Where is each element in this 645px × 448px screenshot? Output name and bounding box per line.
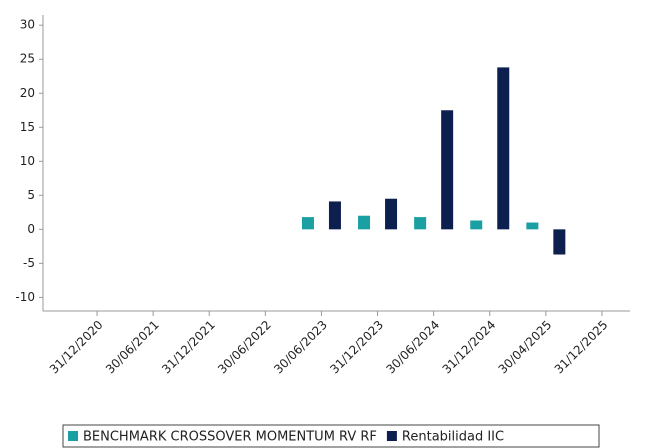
legend-frame	[62, 424, 600, 448]
bar	[526, 222, 539, 230]
x-tick-label: 30/06/2023	[271, 318, 330, 377]
x-tick-label: 31/12/2023	[327, 318, 386, 377]
y-tick-label: -5	[23, 256, 35, 270]
x-tick-label: 30/06/2024	[383, 318, 442, 377]
legend-label: BENCHMARK CROSSOVER MOMENTUM RV RF	[83, 430, 377, 445]
y-tick-label: 15	[20, 120, 35, 134]
bar	[358, 215, 371, 230]
x-tick-label: 31/12/2024	[440, 318, 499, 377]
y-tick-label: 10	[20, 154, 35, 168]
x-tick-label: 30/06/2021	[103, 318, 162, 377]
x-tick-label: 30/06/2022	[215, 318, 274, 377]
y-tick-label: 20	[20, 86, 35, 100]
y-tick-label: -10	[15, 290, 35, 304]
bar	[470, 220, 483, 230]
bar	[553, 229, 566, 255]
bar	[328, 201, 341, 230]
bar	[497, 67, 510, 230]
legend-swatch	[386, 431, 397, 441]
x-tick-label: 31/12/2021	[159, 318, 218, 377]
legend-swatch	[68, 431, 78, 441]
y-tick-label: 0	[27, 222, 35, 236]
x-tick-label: 30/04/2025	[496, 318, 555, 377]
legend-label: Rentabilidad IIC	[402, 430, 504, 445]
y-tick-label: 30	[20, 18, 35, 32]
bar	[414, 217, 427, 230]
bar	[385, 198, 398, 230]
y-tick-label: 25	[20, 52, 35, 66]
bar	[301, 217, 314, 230]
x-tick-label: 31/12/2020	[47, 318, 106, 377]
x-tick-label: 31/12/2025	[552, 318, 611, 377]
bar	[441, 110, 454, 230]
legend: BENCHMARK CROSSOVER MOMENTUM RV RF Rentab…	[62, 424, 600, 448]
y-tick-label: 5	[27, 188, 35, 202]
